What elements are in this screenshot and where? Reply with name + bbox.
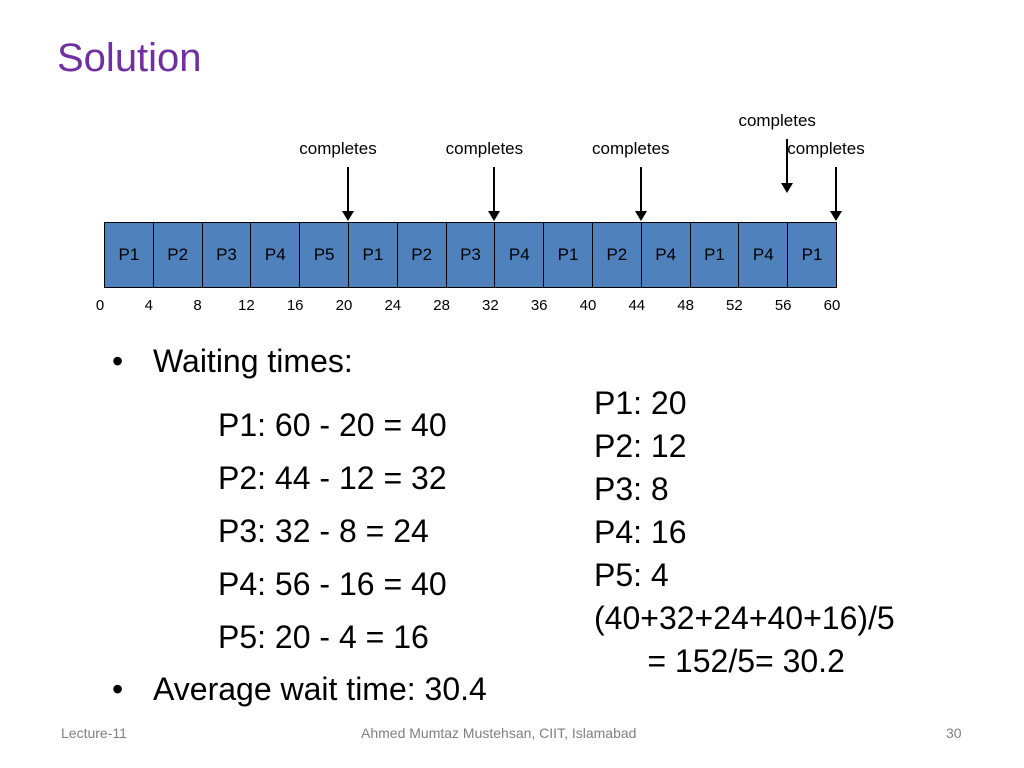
summary-result: = 152/5= 30.2 bbox=[594, 643, 845, 679]
bullet-dot: • bbox=[112, 671, 124, 707]
summary-line-p2: P2: 12 bbox=[594, 428, 687, 464]
gantt-block-p1: P1 bbox=[787, 222, 837, 288]
gantt-block-p2: P2 bbox=[152, 222, 203, 288]
summary-line-p1: P1: 20 bbox=[594, 385, 687, 421]
gantt-tick-label: 24 bbox=[384, 297, 402, 314]
gantt-tick-label: 56 bbox=[774, 297, 792, 314]
waiting-line-p3: P3: 32 - 8 = 24 bbox=[218, 513, 429, 549]
gantt-block-p2: P2 bbox=[591, 222, 642, 288]
completes-label: completes bbox=[445, 139, 524, 158]
gantt-tick-label: 4 bbox=[144, 297, 153, 314]
completes-arrow bbox=[488, 167, 501, 221]
gantt-tick-label: 16 bbox=[286, 297, 304, 314]
completes-arrow bbox=[781, 139, 794, 193]
footer-lecture: Lecture-11 bbox=[61, 725, 127, 741]
waiting-line-p1: P1: 60 - 20 = 40 bbox=[218, 407, 447, 443]
gantt-tick-label: 32 bbox=[482, 297, 499, 314]
gantt-block-p1: P1 bbox=[104, 222, 154, 288]
slide-title: Solution bbox=[57, 36, 202, 80]
completes-label: completes bbox=[787, 139, 865, 158]
summary-line-p5: P5: 4 bbox=[594, 557, 669, 593]
completes-arrow bbox=[342, 167, 354, 221]
completes-arrow bbox=[634, 167, 647, 221]
gantt-tick-label: 36 bbox=[530, 297, 548, 314]
gantt-tick-label: 8 bbox=[193, 297, 202, 314]
gantt-block-p5: P5 bbox=[299, 222, 349, 288]
gantt-tick-label: 40 bbox=[579, 297, 597, 314]
completes-label: completes bbox=[592, 139, 670, 158]
gantt-tick-label: 48 bbox=[677, 297, 694, 314]
completes-label: completes bbox=[738, 111, 816, 130]
gantt-tick-label: 52 bbox=[726, 297, 743, 314]
bullet-dot: • bbox=[112, 343, 124, 379]
gantt-block-p3: P3 bbox=[445, 222, 496, 288]
summary-formula: (40+32+24+40+16)/5 bbox=[594, 600, 895, 636]
average-wait-time: Average wait time: 30.4 bbox=[153, 671, 487, 707]
wait-summary: P1: 20 P2: 12 P3: 8 P4: 16 P5: 4 (40+32+… bbox=[594, 382, 895, 683]
gantt-block-p1: P1 bbox=[543, 222, 593, 288]
gantt-block-p3: P3 bbox=[201, 222, 252, 288]
gantt-block-p2: P2 bbox=[396, 222, 447, 288]
gantt-tick-label: 28 bbox=[433, 297, 450, 314]
gantt-chart: P1 P2 P3 P4 P5 P1 P2 P3 P4 P1 P2 P4 P1 P4 P1 bbox=[104, 222, 837, 288]
footer-author: Ahmed Mumtaz Mustehsan, CIIT, Islamabad bbox=[361, 725, 637, 741]
gantt-tick-label: 12 bbox=[238, 297, 255, 314]
gantt-block-p1: P1 bbox=[689, 222, 740, 288]
completes-label: completes bbox=[299, 139, 377, 158]
gantt-block-p1: P1 bbox=[347, 222, 398, 288]
waiting-heading: Waiting times: bbox=[153, 343, 353, 379]
gantt-block-p4: P4 bbox=[250, 222, 301, 288]
waiting-line-p2: P2: 44 - 12 = 32 bbox=[218, 460, 447, 496]
summary-line-p4: P4: 16 bbox=[594, 514, 687, 550]
gantt-block-p4: P4 bbox=[640, 222, 691, 288]
gantt-tick-label: 60 bbox=[823, 297, 841, 314]
gantt-tick-label: 20 bbox=[335, 297, 353, 314]
gantt-block-p4: P4 bbox=[494, 222, 545, 288]
completes-arrow bbox=[830, 167, 842, 221]
gantt-tick-label: 44 bbox=[628, 297, 646, 314]
summary-line-p3: P3: 8 bbox=[594, 471, 669, 507]
gantt-block-p4: P4 bbox=[738, 222, 789, 288]
waiting-line-p4: P4: 56 - 16 = 40 bbox=[218, 566, 447, 602]
footer-page-number: 30 bbox=[946, 725, 962, 741]
gantt-tick-label: 0 bbox=[95, 297, 105, 314]
waiting-line-p5: P5: 20 - 4 = 16 bbox=[218, 619, 429, 655]
